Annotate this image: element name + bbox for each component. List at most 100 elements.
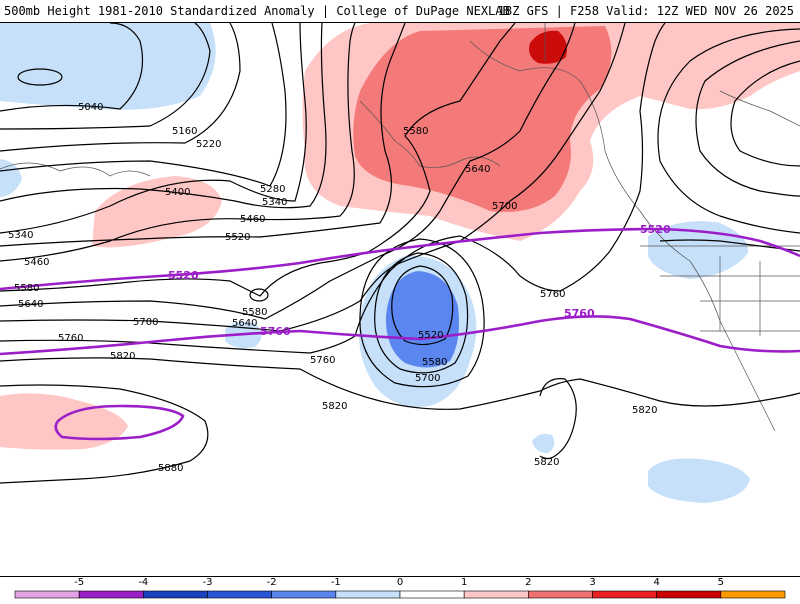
highlight-contours — [0, 227, 800, 441]
positive-anomaly-region — [353, 26, 612, 212]
height-contours — [0, 23, 800, 484]
contour-5340 — [0, 23, 307, 234]
contour-label: 5220 — [196, 139, 221, 150]
colorbar-tick-label: 1 — [461, 577, 467, 588]
colorbar-tick-label: 2 — [525, 577, 531, 588]
contour-labels: 5040 5160 5220 5280 5340 5340 5400 5460 … — [8, 102, 657, 474]
contour-5880 — [0, 384, 209, 484]
border — [700, 256, 800, 336]
colorbar-tick-label: 3 — [589, 577, 595, 588]
contour-label: 5760 — [540, 289, 565, 300]
colorbar-segment — [399, 590, 465, 599]
contour-low-center-2 — [374, 252, 469, 374]
contour-5700 — [0, 23, 626, 332]
contour-label: 5820 — [322, 401, 347, 412]
highlight-contour-label: 5760 — [564, 307, 595, 320]
color-scale-legend: -5 -4 -3 -2 -1 0 1 2 3 4 5 — [0, 575, 800, 600]
colorbar-bar — [14, 590, 786, 599]
contour-label: 5700 — [492, 201, 517, 212]
contour-label: 5040 — [78, 102, 103, 113]
colorbar-segment — [78, 590, 144, 599]
contour-low-nw — [17, 68, 63, 86]
contour-small-ring — [249, 288, 269, 302]
highlight-labels: 5520 5520 5760 5760 — [168, 223, 671, 338]
colorbar-labels: -5 -4 -3 -2 -1 0 1 2 3 4 5 — [74, 577, 724, 588]
negative-anomaly-region — [532, 433, 555, 453]
positive-anomaly-region — [529, 30, 567, 64]
contour-label: 5520 — [225, 232, 250, 243]
contour-east-3 — [730, 60, 800, 167]
contour-5160 — [0, 23, 211, 130]
highlight-contour-label: 5520 — [168, 269, 199, 282]
contour-label: 5700 — [133, 317, 158, 328]
map-canvas: 5040 5160 5220 5280 5340 5340 5400 5460 … — [0, 23, 800, 503]
colorbar-segment — [656, 590, 722, 599]
contour-label: 5580 — [403, 126, 428, 137]
contour-5460 — [0, 23, 356, 262]
contour-5520-highlight — [0, 227, 800, 291]
coastline — [359, 100, 501, 168]
contour-label: 5820 — [632, 405, 657, 416]
negative-anomaly-region — [648, 221, 749, 279]
contour-5880-highlight — [54, 404, 185, 441]
colorbar-segment — [14, 590, 80, 599]
contour-label: 5640 — [18, 299, 43, 310]
coastline — [469, 40, 641, 212]
map-title: 500mb Height 1981-2010 Standardized Anom… — [4, 4, 510, 18]
contour-label: 5400 — [165, 187, 190, 198]
contour-label: 5580 — [14, 283, 39, 294]
colorbar-tick-label: 4 — [653, 577, 659, 588]
negative-anomaly-region — [648, 458, 750, 503]
contour-5760 — [0, 23, 666, 354]
positive-anomaly-region — [0, 393, 128, 450]
contour-5820 — [0, 357, 800, 410]
contour-label: 5640 — [465, 164, 490, 175]
colorbar-tick-label: 0 — [397, 577, 403, 588]
model-run-info: 18Z GFS | F258 Valid: 12Z WED NOV 26 202… — [497, 4, 794, 18]
colorbar-canvas: -5 -4 -3 -2 -1 0 1 2 3 4 5 — [14, 577, 786, 599]
negative-anomaly-region — [0, 159, 22, 197]
colorbar-segment — [463, 590, 529, 599]
contour-label: 5340 — [8, 230, 33, 241]
highlight-contour-label: 5520 — [640, 223, 671, 236]
colorbar-tick-label: -1 — [331, 577, 341, 588]
colorbar-segment — [143, 590, 208, 599]
contour-label: 5520 — [418, 330, 443, 341]
contour-label: 5640 — [232, 318, 257, 329]
contour-label: 5820 — [110, 351, 135, 362]
contour-label: 5580 — [242, 307, 267, 318]
colorbar-segment — [528, 590, 593, 599]
contour-label: 5580 — [422, 357, 447, 368]
contour-5400 — [0, 23, 327, 209]
coastline — [719, 90, 800, 127]
colorbar-segment — [271, 590, 337, 599]
contour-5760-highlight — [0, 315, 800, 356]
colorbar-segment — [720, 590, 786, 599]
contour-5820-south — [539, 378, 577, 460]
contour-east-1 — [657, 28, 800, 234]
colorbar-tick-label: -3 — [203, 577, 213, 588]
contour-label: 5760 — [310, 355, 335, 366]
map-header: 500mb Height 1981-2010 Standardized Anom… — [0, 0, 800, 22]
positive-anomaly-region — [640, 23, 800, 110]
contour-label: 5460 — [240, 214, 265, 225]
coastline — [0, 162, 151, 177]
contour-label: 5160 — [172, 126, 197, 137]
contour-east-2 — [695, 40, 800, 197]
contour-5040 — [0, 23, 144, 112]
colorbar-tick-label: -4 — [138, 577, 148, 588]
coastlines — [0, 23, 800, 432]
contour-label: 5880 — [158, 463, 183, 474]
anomaly-shading — [0, 23, 800, 503]
contour-5220 — [0, 23, 241, 152]
contour-label: 5460 — [24, 257, 49, 268]
contour-5280 — [0, 23, 287, 187]
highlight-contour-label: 5760 — [260, 325, 291, 338]
colorbar-segment — [335, 590, 401, 599]
contour-label: 5700 — [415, 373, 440, 384]
colorbar-segment — [592, 590, 657, 599]
contour-label: 5280 — [260, 184, 285, 195]
colorbar-tick-label: -5 — [74, 577, 84, 588]
contour-label: 5760 — [58, 333, 83, 344]
contour-label: 5340 — [262, 197, 287, 208]
